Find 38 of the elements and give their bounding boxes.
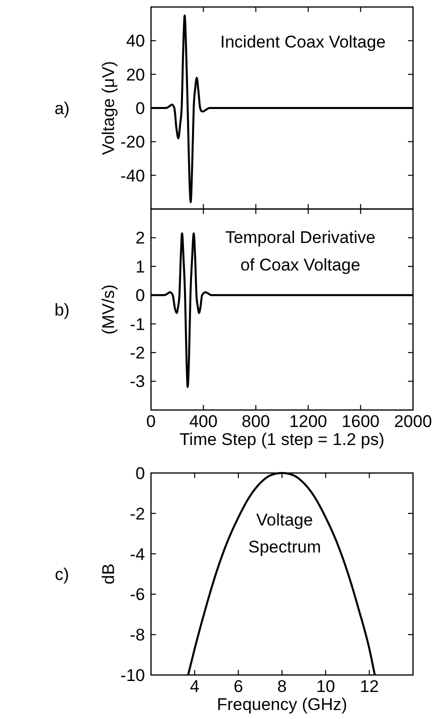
x-tick-label: 800 xyxy=(242,412,270,431)
y-tick-label: 0 xyxy=(136,98,145,118)
annotation: Temporal Derivative of Coax Voltage xyxy=(225,228,376,274)
y-axis-title: (MV/s) xyxy=(99,284,118,335)
y-tick-label: -8 xyxy=(130,626,145,645)
y-tick-label: -20 xyxy=(120,132,145,152)
x-tick-label: 1200 xyxy=(289,412,328,431)
y-tick-label: -6 xyxy=(130,585,145,604)
text: a) xyxy=(54,98,70,118)
x-tick-label: 10 xyxy=(316,677,336,696)
y-tick-label: 40 xyxy=(126,32,145,51)
annotation: Incident Coax Voltage xyxy=(220,32,386,52)
y-tick-label: -40 xyxy=(120,166,145,186)
x-axis-title: Time Step (1 step = 1.2 ps) xyxy=(180,430,384,449)
y-axis-title: dB xyxy=(99,564,118,584)
y-tick-label: -1 xyxy=(130,314,145,334)
text: c) xyxy=(54,564,70,584)
y-tick-label: 0 xyxy=(136,464,145,483)
x-axis-title: Frequency (GHz) xyxy=(216,695,348,714)
y-tick-label: -3 xyxy=(130,372,145,392)
y-tick-label: -4 xyxy=(130,544,145,564)
annotation: Voltage Spectrum xyxy=(248,510,321,557)
y-tick-label: 1 xyxy=(136,257,145,276)
x-tick-label: 2000 xyxy=(394,412,432,431)
y-tick-label: -10 xyxy=(120,666,145,685)
y-tick-label: -2 xyxy=(130,344,145,363)
x-tick-label: 400 xyxy=(189,412,218,431)
y-tick-label: 0 xyxy=(136,286,145,306)
y-tick-label: 20 xyxy=(126,65,145,84)
x-tick-label: 8 xyxy=(277,677,287,696)
y-tick-label: 2 xyxy=(136,228,145,248)
y-axis-title: Voltage (μV) xyxy=(99,61,118,155)
x-tick-label: 1600 xyxy=(342,412,380,431)
x-tick-label: 12 xyxy=(360,677,379,696)
y-tick-label: -2 xyxy=(130,504,145,524)
x-tick-label: 6 xyxy=(234,677,244,696)
text: b) xyxy=(54,300,70,320)
x-tick-label: 4 xyxy=(190,677,200,696)
